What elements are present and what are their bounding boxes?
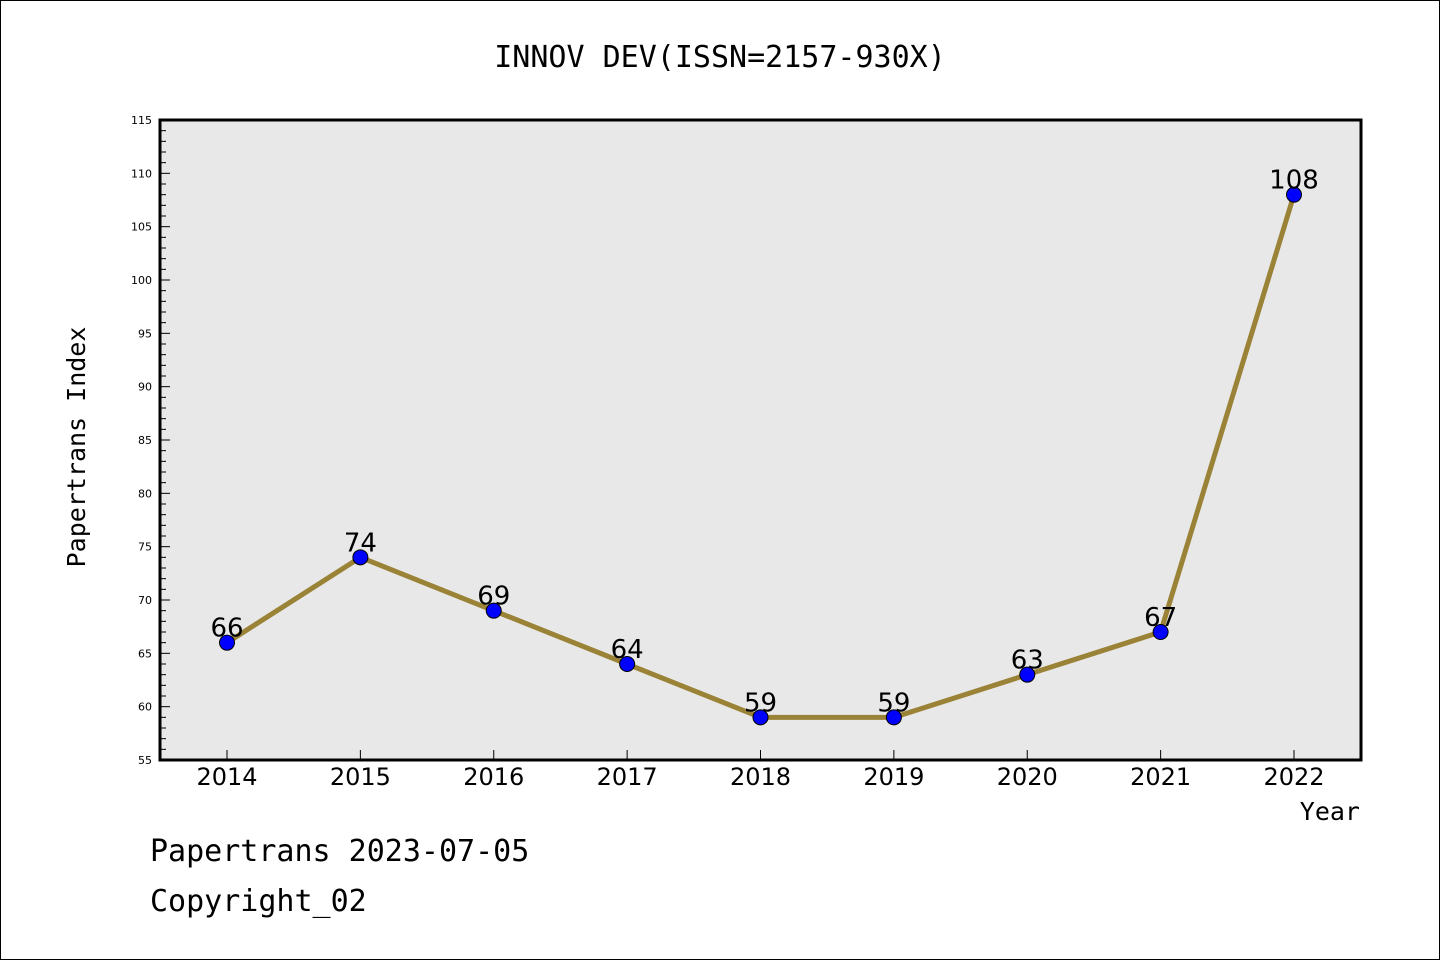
data-point (1286, 186, 1302, 203)
y-tick-label: 105 (131, 221, 152, 234)
y-tick-label: 95 (138, 327, 152, 340)
data-label: 67 (1144, 603, 1177, 633)
data-point (352, 549, 369, 566)
plot-area (158, 118, 1363, 762)
y-tick-label: 115 (131, 114, 152, 127)
x-tick-label: 2018 (730, 763, 791, 791)
data-label: 63 (1011, 646, 1044, 676)
x-tick-label: 2020 (997, 763, 1058, 791)
data-label: 64 (611, 635, 644, 665)
x-tick-label: 2021 (1130, 763, 1191, 791)
y-tick-label: 80 (138, 487, 152, 500)
data-point (219, 634, 235, 651)
footer-date: Papertrans 2023-07-05 (150, 834, 530, 869)
y-axis: 55 60 65 70 75 80 85 90 95 100 105 110 115 (131, 114, 170, 767)
y-tick-label: 110 (131, 167, 152, 180)
footer-copyright: Copyright_02 (150, 884, 367, 919)
x-tick-label: 2015 (330, 763, 391, 791)
data-point (485, 602, 502, 619)
x-tick-label: 2019 (863, 763, 924, 791)
x-tick-label: 2014 (196, 763, 257, 791)
data-point (1152, 624, 1169, 640)
x-tick-label: 2022 (1263, 763, 1324, 791)
y-tick-label: 85 (138, 434, 152, 447)
data-label: 108 (1269, 166, 1319, 196)
data-labels: 66 74 69 64 59 59 63 67 108 (210, 166, 1318, 719)
x-tick-label: 2016 (463, 763, 524, 791)
y-tick-label: 70 (138, 594, 152, 607)
data-point (752, 709, 769, 726)
data-point (1019, 666, 1036, 683)
data-label: 66 (210, 614, 243, 644)
y-tick-label: 75 (138, 541, 152, 554)
y-axis-label: Papertrans Index (62, 327, 91, 568)
chart-title: INNOV DEV(ISSN=2157-930X) (494, 40, 946, 75)
y-tick-label: 65 (138, 647, 152, 660)
y-tick-label: 100 (131, 274, 152, 287)
data-point (619, 656, 636, 672)
y-tick-label: 60 (138, 701, 152, 714)
y-tick-label: 55 (138, 754, 152, 767)
data-points (219, 186, 1302, 726)
y-tick-label: 90 (138, 381, 152, 394)
data-label: 74 (344, 528, 377, 558)
data-label: 69 (477, 582, 510, 612)
x-tick-label: 2017 (597, 763, 658, 791)
data-label: 59 (744, 688, 777, 718)
x-axis-label: Year (1300, 797, 1360, 826)
x-axis: 2014 2015 2016 2017 2018 2019 2020 2021 2022 (196, 750, 1325, 791)
data-point (885, 709, 902, 726)
data-label: 59 (877, 688, 910, 718)
